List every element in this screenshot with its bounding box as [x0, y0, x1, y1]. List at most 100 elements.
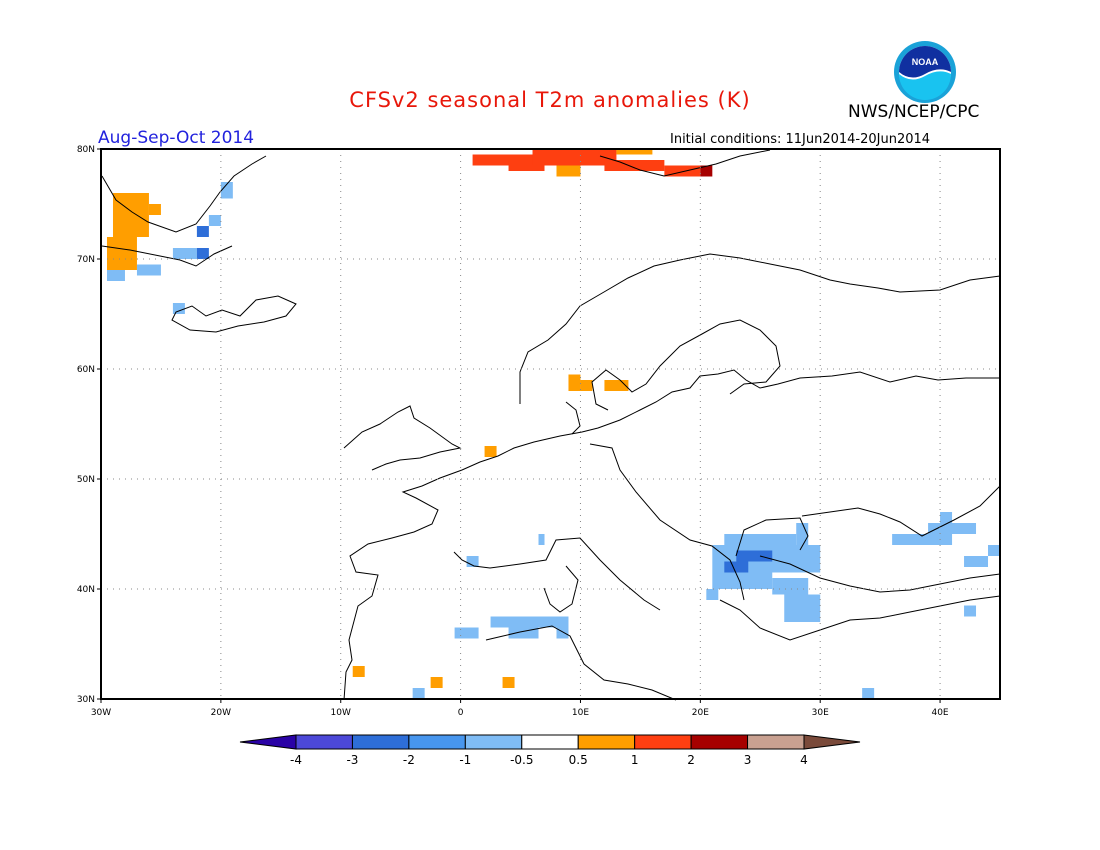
colorbar-label: 3 — [744, 753, 752, 767]
colorbar-label: -4 — [290, 753, 302, 767]
anomaly-cell — [796, 523, 809, 545]
lat-tick-label: 40N — [77, 585, 95, 595]
anomaly-cell — [490, 616, 563, 628]
lat-tick-label: 50N — [77, 475, 95, 485]
anomaly-cell — [196, 226, 209, 237]
coastline — [101, 245, 233, 267]
coastline — [735, 517, 809, 557]
lat-tick-label: 70N — [77, 255, 95, 265]
anomaly-cell — [772, 578, 809, 595]
colorbar-box — [351, 734, 410, 750]
colorbar-box — [521, 734, 579, 750]
anomaly-cell — [928, 523, 977, 534]
anomaly-cell — [106, 237, 137, 270]
anomaly-cell — [664, 165, 701, 177]
colorbar-box — [690, 734, 749, 750]
anomaly-cell — [220, 182, 233, 199]
colorbar-label: 4 — [800, 753, 808, 767]
colorbar-label: -3 — [346, 753, 358, 767]
colorbar-box — [295, 734, 353, 750]
anomaly-cell — [532, 149, 617, 166]
lon-tick-label: 10W — [331, 708, 351, 718]
lon-tick-label: 30W — [91, 708, 111, 718]
lat-tick-label: 30N — [77, 695, 95, 705]
coastline — [343, 405, 462, 471]
colorbar-label: -1 — [459, 753, 471, 767]
lon-tick-label: 40E — [931, 708, 948, 718]
coastline — [453, 537, 661, 611]
tick-labels: 30W 20W 10W 0 10E 20E 30E 40E 30N 40N 50N 60N 70N 80N — [77, 145, 949, 718]
lon-tick-label: 20E — [692, 708, 709, 718]
lon-tick-label: 10E — [572, 708, 589, 718]
anomaly-cell — [724, 534, 797, 545]
colorbar-label: -0.5 — [510, 753, 533, 767]
anomaly-cell — [940, 512, 953, 523]
anomaly-cell — [502, 677, 515, 688]
anomaly-cell — [556, 165, 581, 177]
coastline — [543, 565, 579, 613]
coastline — [485, 625, 677, 701]
anomaly-cell — [112, 193, 149, 237]
anomaly-cell — [580, 380, 593, 391]
anomaly-cell — [568, 374, 581, 391]
coastlines — [101, 149, 1001, 701]
coastline — [589, 443, 745, 601]
anomaly-cell — [556, 616, 569, 639]
anomaly-cell — [712, 572, 773, 589]
anomaly-cells — [106, 149, 1000, 699]
anomaly-cell — [892, 534, 953, 545]
anomaly-cell — [208, 215, 221, 226]
lat-tick-label: 80N — [77, 145, 95, 155]
anomaly-cell — [466, 556, 479, 567]
colorbar-box — [747, 734, 805, 750]
chart-title: CFSv2 seasonal T2m anomalies (K) — [349, 88, 751, 112]
colorbar-label: -2 — [403, 753, 415, 767]
agency-label: NWS/NCEP/CPC — [848, 102, 980, 122]
colorbar-box — [408, 734, 466, 750]
coastline — [343, 369, 1000, 701]
lon-tick-label: 0 — [458, 708, 464, 718]
anomaly-cell — [784, 594, 821, 622]
anomaly-cell — [604, 160, 665, 171]
coastline — [591, 319, 781, 411]
map-frame — [100, 148, 1001, 700]
colorbar-low-triangle — [239, 734, 297, 750]
coastline — [599, 149, 771, 177]
anomaly-cell — [172, 303, 185, 314]
coastline — [759, 555, 1001, 593]
coastline — [101, 155, 267, 233]
anomaly-cell — [736, 550, 773, 562]
initial-conditions-label: Initial conditions: 11Jun2014-20Jun2014 — [670, 132, 931, 147]
anomaly-cell — [454, 627, 479, 639]
anomaly-cell — [430, 677, 443, 688]
coastline — [801, 485, 1001, 537]
lon-tick-label: 30E — [812, 708, 829, 718]
coastline — [171, 295, 297, 333]
coastline — [519, 253, 1001, 404]
anomaly-cell — [484, 446, 497, 457]
lon-tick-label: 20W — [211, 708, 231, 718]
anomaly-cell — [604, 380, 629, 391]
anomaly-cell — [172, 248, 197, 259]
lat-tick-label: 60N — [77, 365, 95, 375]
season-label: Aug-Sep-Oct 2014 — [98, 128, 255, 148]
anomaly-cell — [862, 688, 875, 699]
anomaly-cell — [508, 627, 539, 639]
anomaly-cell — [988, 545, 1000, 556]
colorbar-label: 1 — [631, 753, 639, 767]
anomaly-cell — [700, 165, 713, 177]
anomaly-cell — [196, 248, 209, 259]
anomaly-cell — [508, 160, 545, 171]
anomaly-cell — [964, 556, 989, 567]
anomaly-cell — [964, 605, 977, 617]
colorbar-high-triangle — [803, 734, 861, 750]
anomaly-cell — [538, 534, 545, 545]
coastline — [719, 595, 1001, 641]
coastline — [565, 401, 581, 435]
anomaly-cell — [412, 688, 425, 699]
colorbar-label: 2 — [687, 753, 695, 767]
logo-text: NOAA — [912, 57, 939, 67]
colorbar-box — [577, 734, 636, 750]
